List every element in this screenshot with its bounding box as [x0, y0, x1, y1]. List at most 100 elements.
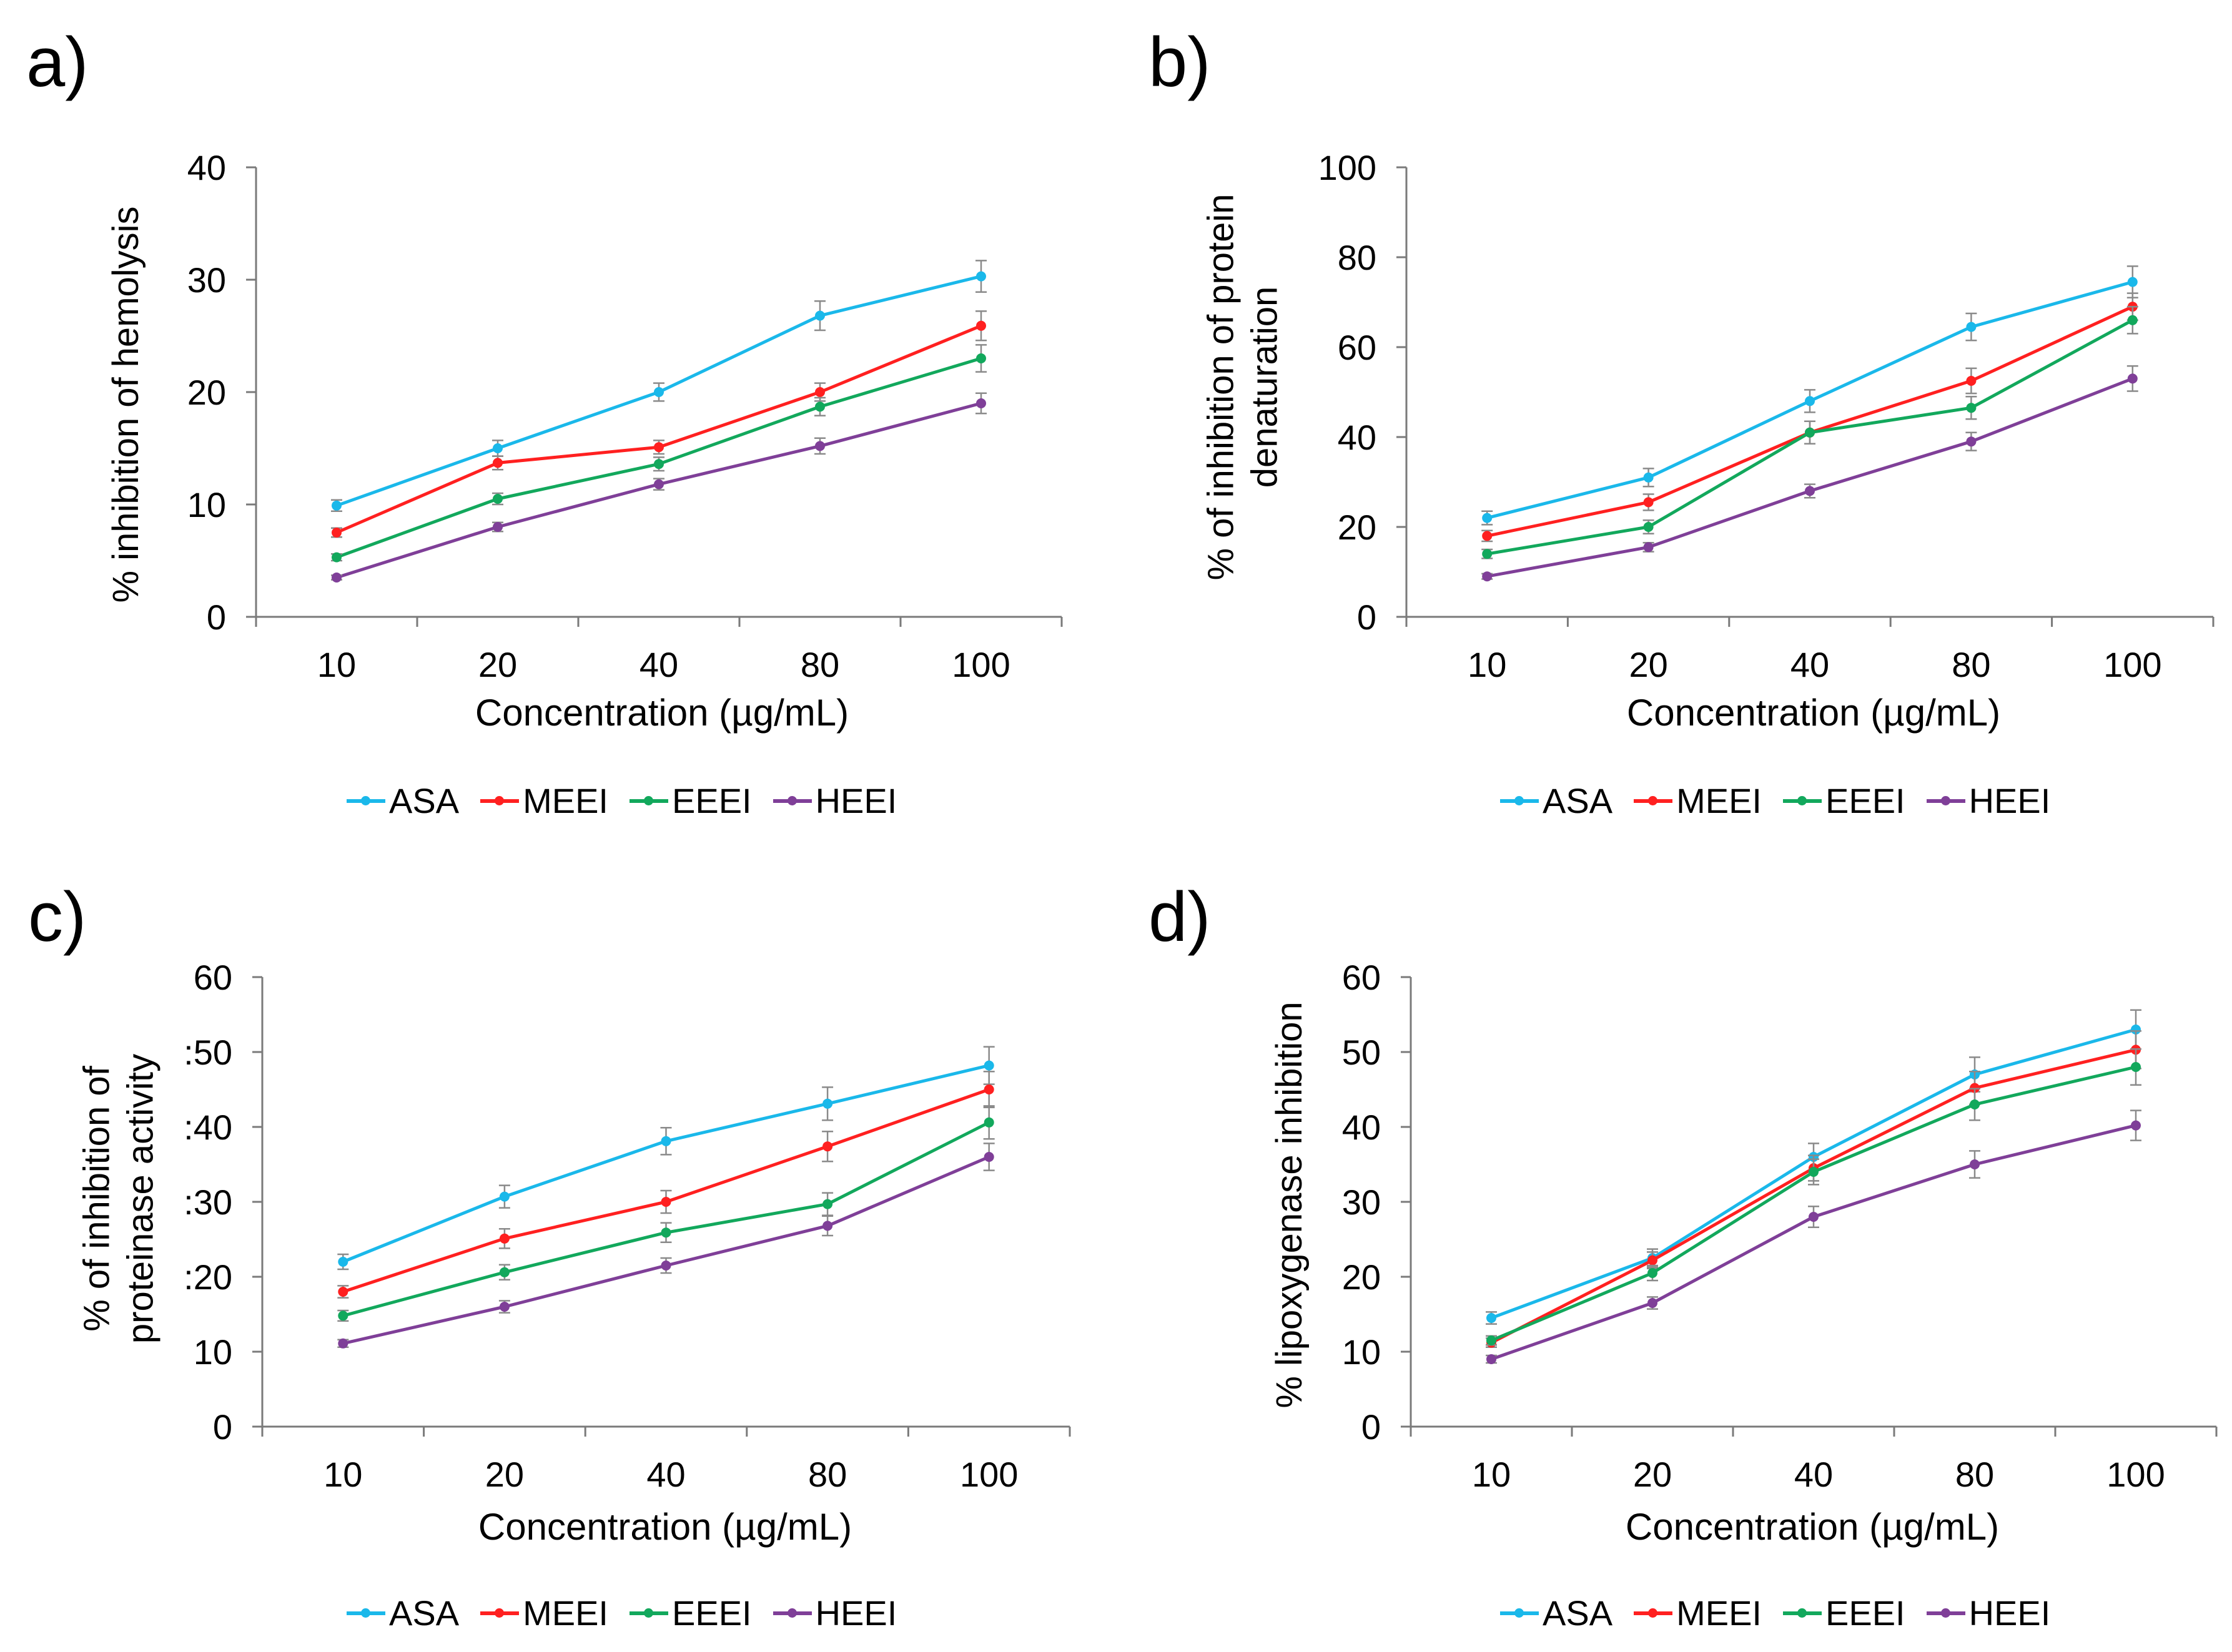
legend-swatch — [773, 795, 812, 805]
legend-item-heei: HEEI — [1926, 1593, 2050, 1633]
data-point-eeei — [2131, 1062, 2141, 1072]
data-point-eeei — [2127, 315, 2138, 325]
data-point-meei — [661, 1197, 671, 1207]
y-tick-label: 10 — [1342, 1332, 1381, 1372]
legend-label: MEEI — [523, 1593, 608, 1633]
legend-label: MEEI — [523, 781, 608, 820]
data-point-meei — [654, 442, 664, 453]
data-point-asa — [1486, 1313, 1496, 1323]
legend-item-heei: HEEI — [1926, 780, 2051, 821]
panel-label: d) — [1148, 878, 1211, 956]
plot-area: 0 10:20:30:40:50 60 10 20 40 80 100 — [184, 958, 1071, 1494]
y-tick-label: 60 — [194, 958, 232, 997]
data-point-heei — [332, 573, 342, 583]
data-point-asa — [822, 1098, 833, 1109]
x-tick-label: 20 — [485, 1455, 524, 1494]
data-point-heei — [1809, 1212, 1819, 1222]
x-axis-label: Concentration (µg/mL) — [475, 692, 849, 734]
data-point-eeei — [1643, 522, 1654, 532]
data-point-eeei — [661, 1227, 671, 1238]
data-point-asa — [493, 443, 503, 453]
series-line-heei — [342, 1155, 990, 1345]
y-tick-label: 60 — [1338, 328, 1376, 367]
legend-swatch — [1926, 795, 1965, 805]
data-point-asa — [2131, 1025, 2141, 1035]
data-point-heei — [338, 1338, 348, 1349]
data-point-asa — [1643, 472, 1654, 483]
y-tick-label: :20 — [184, 1257, 232, 1297]
legend: ASA MEEI EEEI HEEI — [347, 1593, 897, 1633]
x-tick-label: 80 — [1952, 645, 1990, 684]
chart-panel-d: d) % lipoxygenase inhibition Concentrati… — [1116, 826, 2232, 1652]
data-point-heei — [1966, 436, 1977, 447]
x-tick-label: 20 — [1629, 645, 1667, 684]
data-point-eeei — [1486, 1335, 1496, 1345]
panel-label: a) — [26, 23, 89, 101]
data-point-asa — [1966, 322, 1977, 332]
x-tick-label: 10 — [1468, 645, 1506, 684]
legend-swatch — [1782, 1608, 1822, 1618]
data-point-eeei — [1966, 403, 1977, 413]
data-point-eeei — [1482, 549, 1493, 559]
x-tick-label: 10 — [317, 645, 356, 684]
x-axis-label: Concentration (µg/mL) — [1625, 1506, 2000, 1548]
legend-label: HEEI — [1968, 781, 2051, 820]
plot-area: 0 10 20 30 40 50 60 10 20 40 80 100 — [1342, 958, 2218, 1494]
legend-swatch — [480, 795, 520, 805]
legend-item-asa: ASA — [347, 1593, 459, 1633]
panel-label: c) — [28, 878, 87, 956]
legend-label: MEEI — [1676, 1593, 1762, 1633]
legend-item-meei: MEEI — [1634, 1593, 1762, 1633]
data-point-asa — [984, 1060, 994, 1071]
data-point-heei — [1970, 1159, 1980, 1169]
legend-item-asa: ASA — [1500, 780, 1612, 821]
data-point-heei — [1482, 571, 1493, 582]
legend-swatch — [1634, 1608, 1673, 1618]
data-point-eeei — [332, 552, 342, 563]
plot-area: 0 20 40 60 80 100 10 20 40 80 100 — [1318, 148, 2215, 684]
data-point-heei — [661, 1261, 671, 1271]
data-point-asa — [2127, 277, 2138, 287]
legend-item-meei: MEEI — [480, 780, 608, 821]
data-point-meei — [815, 387, 825, 397]
data-point-heei — [1805, 486, 1815, 496]
legend-label: EEEI — [1825, 1593, 1905, 1633]
data-point-heei — [984, 1152, 994, 1162]
legend-label: ASA — [1543, 1593, 1613, 1633]
x-tick-label: 20 — [478, 645, 517, 684]
x-tick-label: 100 — [960, 1455, 1018, 1494]
x-tick-label: 80 — [1955, 1455, 1994, 1494]
x-axis-label: Concentration (µg/mL) — [478, 1506, 852, 1548]
data-point-asa — [815, 310, 825, 321]
data-point-heei — [1486, 1354, 1496, 1364]
data-point-eeei — [493, 494, 503, 504]
y-tick-label: 0 — [1357, 597, 1376, 637]
y-tick-label: 20 — [1342, 1257, 1381, 1297]
data-point-asa — [661, 1136, 671, 1146]
data-point-eeei — [338, 1310, 348, 1321]
y-tick-label: 40 — [187, 148, 226, 187]
legend-swatch — [629, 1608, 668, 1618]
legend-item-eeei: EEEI — [629, 780, 752, 821]
x-tick-label: 20 — [1633, 1455, 1672, 1494]
data-point-meei — [1643, 497, 1654, 508]
data-point-meei — [976, 320, 986, 331]
data-point-asa — [338, 1257, 348, 1267]
legend-swatch — [347, 795, 385, 805]
x-tick-label: 40 — [646, 1455, 685, 1494]
data-point-meei — [822, 1141, 833, 1152]
x-tick-label: 40 — [639, 645, 678, 684]
data-point-heei — [2131, 1120, 2141, 1131]
data-point-meei — [493, 458, 503, 468]
legend-label: EEEI — [671, 1593, 752, 1633]
legend-item-eeei: EEEI — [629, 1593, 752, 1633]
x-tick-label: 80 — [808, 1455, 847, 1494]
x-tick-label: 80 — [801, 645, 839, 684]
data-point-heei — [1647, 1298, 1657, 1308]
data-point-eeei — [499, 1267, 510, 1277]
legend-swatch — [1500, 795, 1539, 805]
y-tick-label: 100 — [1318, 148, 1376, 187]
series-line-eeei — [1491, 1065, 2136, 1342]
x-tick-label: 40 — [1790, 645, 1829, 684]
x-tick-label: 10 — [323, 1455, 362, 1494]
